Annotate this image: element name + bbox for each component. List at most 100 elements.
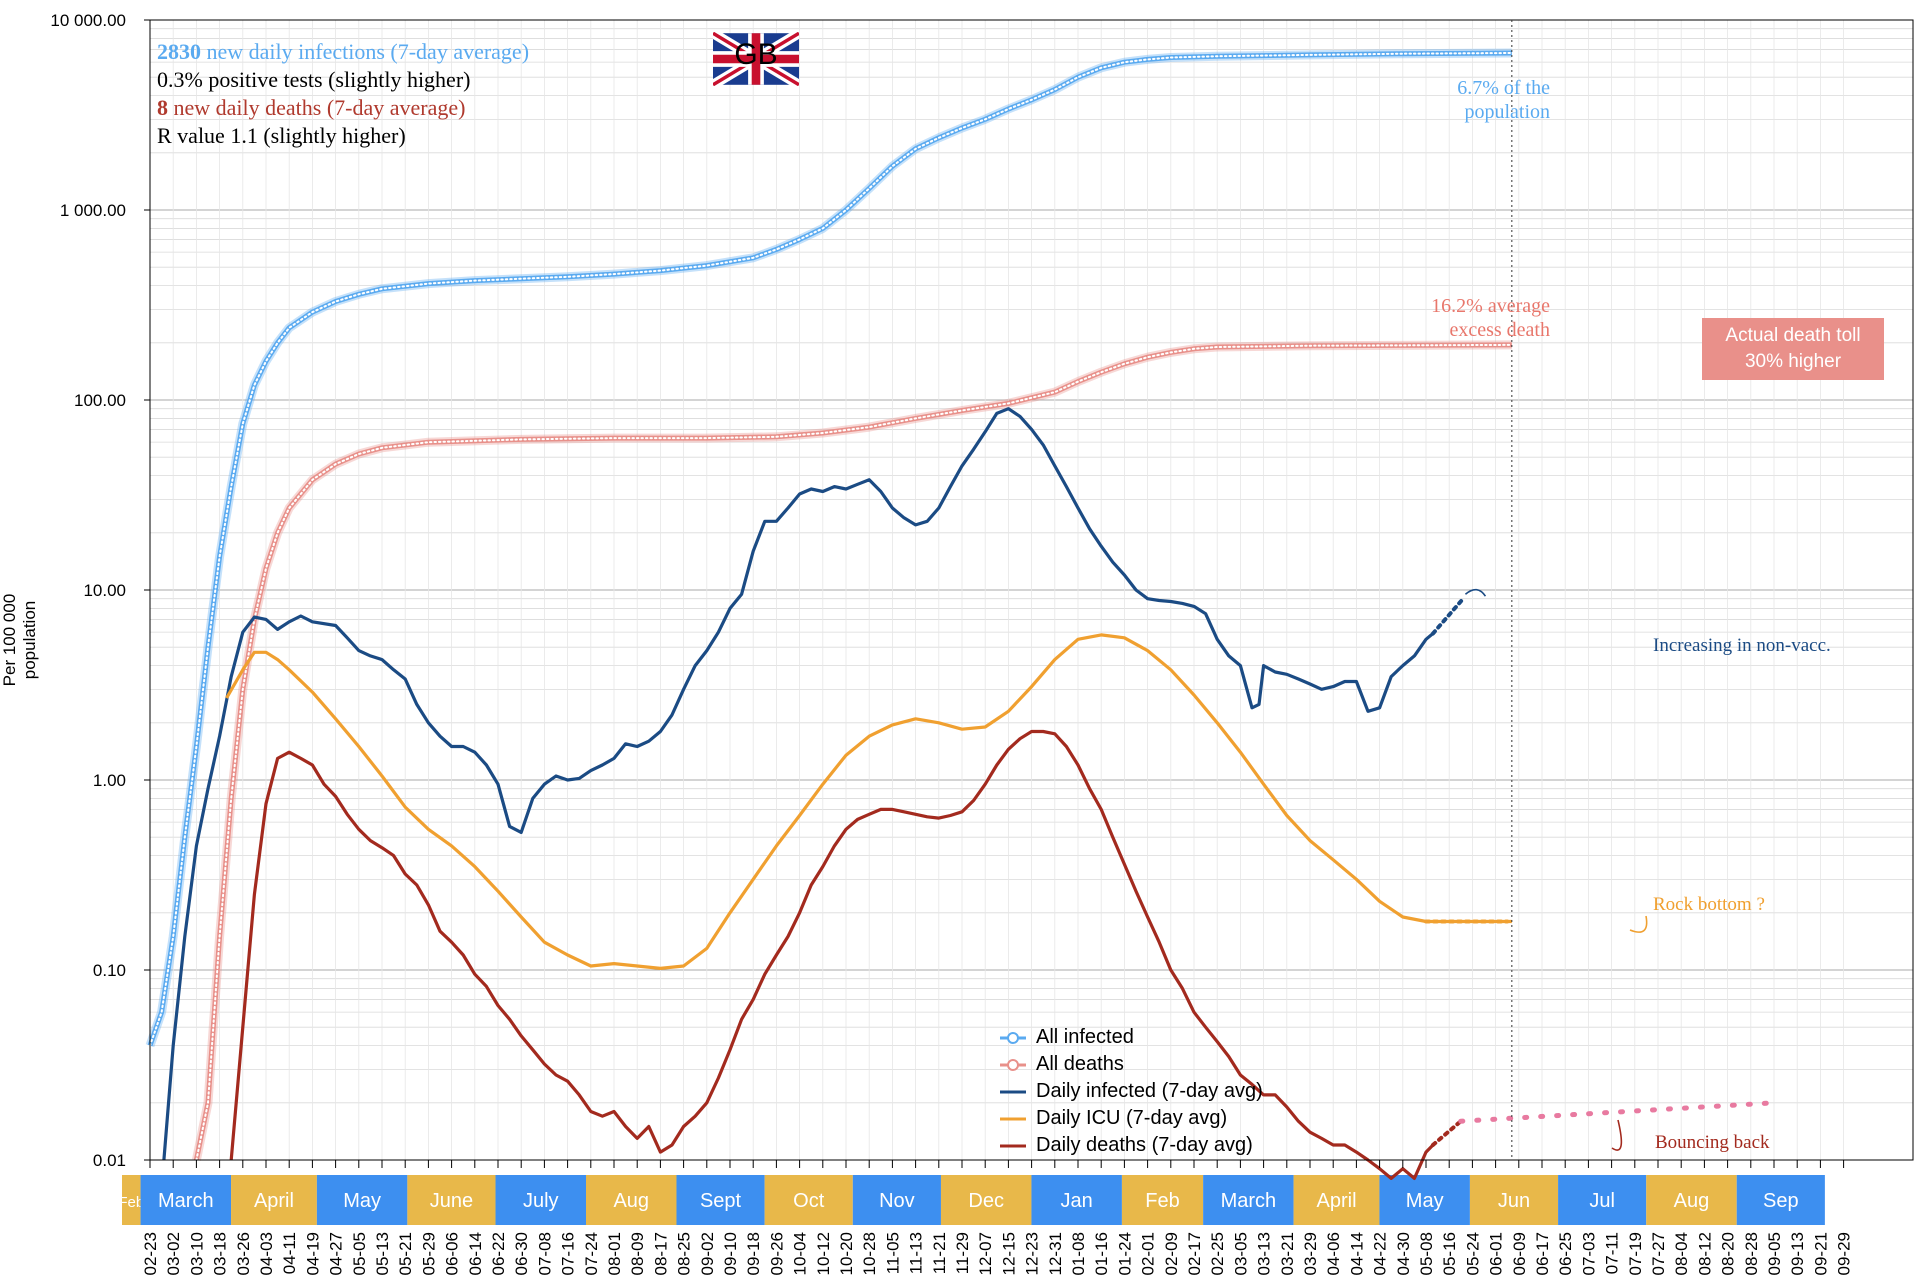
month-band — [1646, 1175, 1737, 1225]
x-tick-label: 07-03 — [1579, 1232, 1598, 1275]
death-toll-badge: Actual death toll 30% higher — [1702, 318, 1884, 380]
stats-block: 2830 new daily infections (7-day average… — [157, 38, 529, 150]
line-marker-icon — [1000, 1117, 1026, 1120]
series — [145, 48, 1513, 1181]
x-tick-label: 04-11 — [280, 1232, 299, 1274]
x-tick-label: 09-29 — [1835, 1232, 1854, 1275]
month-band — [940, 1175, 1032, 1225]
infections-line: 2830 new daily infections (7-day average… — [157, 38, 529, 66]
y-tick-label: 1 000.00 — [60, 201, 126, 220]
x-tick-label: 02-09 — [1162, 1232, 1181, 1275]
month-label: Feb — [118, 1194, 144, 1211]
x-tick-label: 07-08 — [535, 1232, 554, 1275]
infected-percent-line2: population — [1464, 101, 1550, 123]
badge-line2: 30% higher — [1744, 351, 1842, 372]
x-tick-label: 02-01 — [1139, 1232, 1158, 1275]
x-tick-label: 06-22 — [489, 1232, 508, 1275]
infected-percent-note: 6.7% of the population — [1380, 76, 1550, 124]
legend-item: Daily infected (7-day avg) — [1000, 1078, 1300, 1105]
x-tick-label: 05-13 — [373, 1232, 392, 1275]
y-tick-label: 10.00 — [83, 581, 126, 600]
x-tick-label: 11-21 — [930, 1232, 949, 1274]
x-tick-label: 01-08 — [1069, 1232, 1088, 1275]
x-tick-label: 12-15 — [999, 1232, 1018, 1275]
x-tick-label: 11-29 — [953, 1232, 972, 1274]
month-band — [852, 1175, 941, 1225]
uk-flag-icon — [713, 32, 799, 86]
y-tick-label: 10 000.00 — [50, 11, 126, 30]
legend-label: All infected — [1036, 1026, 1134, 1048]
month-band — [586, 1175, 677, 1225]
legend-item: All deaths — [1000, 1051, 1300, 1078]
deaths-number: 8 — [157, 95, 168, 120]
legend-label: Daily deaths (7-day avg) — [1036, 1134, 1253, 1156]
x-tick-label: 06-30 — [512, 1232, 531, 1275]
x-tick-label: 10-12 — [814, 1232, 833, 1275]
increasing-note: Increasing in non-vacc. — [1653, 635, 1831, 656]
month-label: March — [158, 1190, 214, 1212]
y-tick-label: 1.00 — [93, 771, 126, 790]
month-band — [140, 1175, 232, 1225]
y-tick-label: 100.00 — [74, 391, 126, 410]
legend-item: All infected — [1000, 1024, 1300, 1051]
x-tick-label: 10-28 — [860, 1232, 879, 1275]
x-tick-label: 08-25 — [675, 1232, 694, 1275]
series-glow — [145, 48, 1512, 1048]
month-label: April — [254, 1190, 294, 1212]
x-tick-label: 03-26 — [234, 1232, 253, 1275]
series-dots — [149, 52, 1513, 1047]
bouncing-arrow — [1611, 1119, 1623, 1151]
x-tick-label: 05-05 — [350, 1232, 369, 1275]
month-label: Dec — [968, 1190, 1004, 1212]
deaths-line: 8 new daily deaths (7-day average) — [157, 94, 529, 122]
positive-tests: 0.3% positive tests (slightly higher) — [157, 67, 471, 92]
rock-bottom-arrow — [1629, 915, 1648, 933]
x-tick-label: 05-08 — [1417, 1232, 1436, 1275]
x-tick-label: 09-13 — [1788, 1232, 1807, 1275]
x-tick-label: 06-01 — [1487, 1232, 1506, 1275]
month-band — [122, 1175, 141, 1225]
x-tick-label: 04-30 — [1394, 1232, 1413, 1275]
series-glow — [191, 340, 1512, 1161]
x-tick-label: 12-31 — [1046, 1232, 1065, 1275]
infected-percent-line1: 6.7% of the — [1457, 77, 1550, 99]
x-tick-label: 10-04 — [791, 1232, 810, 1275]
month-label: Oct — [793, 1190, 825, 1212]
x-tick-label: 07-24 — [582, 1232, 601, 1275]
badge-line1: Actual death toll — [1725, 325, 1861, 346]
x-tick-label: 03-05 — [1231, 1232, 1250, 1275]
series-line — [147, 50, 1512, 1047]
x-tick-label: 08-20 — [1719, 1232, 1738, 1275]
extras — [1424, 20, 1777, 1160]
x-tick-label: 05-21 — [396, 1232, 415, 1275]
month-label: May — [1406, 1190, 1444, 1212]
legend: All infected All deaths Daily infected (7-… — [1000, 1024, 1300, 1159]
flag-label: GB — [734, 38, 778, 71]
series-line — [193, 342, 1512, 1161]
month-label: Aug — [613, 1190, 649, 1212]
x-tick-label: 05-29 — [419, 1232, 438, 1275]
bouncing-back-note: Bouncing back — [1655, 1132, 1770, 1153]
legend-label: Daily ICU (7-day avg) — [1036, 1107, 1228, 1129]
y-tick-label: 0.01 — [93, 1151, 126, 1170]
month-band — [1558, 1175, 1647, 1225]
month-label: Nov — [879, 1190, 915, 1212]
x-tick-label: 08-04 — [1672, 1232, 1691, 1275]
month-label: Jul — [1589, 1190, 1615, 1212]
x-tick-label: 09-26 — [767, 1232, 786, 1275]
x-tick-label: 07-27 — [1649, 1232, 1668, 1275]
x-tick-label: 07-19 — [1626, 1232, 1645, 1275]
x-tick-label: 08-01 — [605, 1232, 624, 1275]
grid — [149, 20, 1913, 1161]
x-tick-label: 03-13 — [1255, 1232, 1274, 1275]
month-band — [1379, 1175, 1470, 1225]
x-tick-label: 07-16 — [559, 1232, 578, 1275]
month-band — [1736, 1175, 1825, 1225]
x-tick-label: 03-29 — [1301, 1232, 1320, 1275]
x-tick-label: 05-24 — [1463, 1232, 1482, 1275]
y-tick-label: 0.10 — [93, 961, 126, 980]
x-tick-label: 02-25 — [1208, 1232, 1227, 1275]
month-label: July — [523, 1190, 559, 1212]
month-label: Sep — [1763, 1190, 1799, 1212]
x-tick-label: 11-13 — [907, 1232, 926, 1274]
